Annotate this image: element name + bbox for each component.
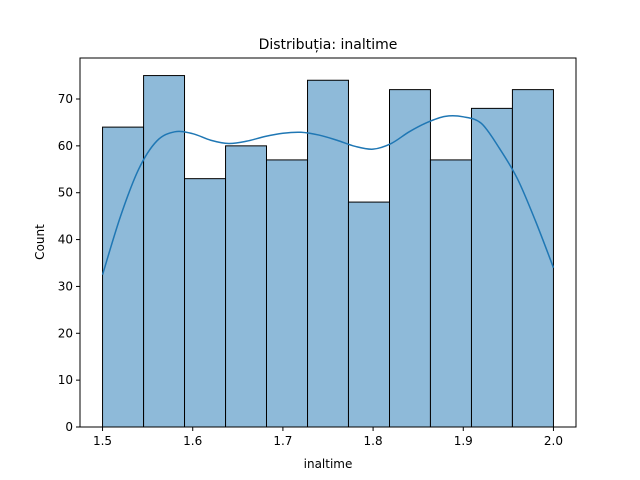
- histogram-bar: [429, 159, 472, 428]
- x-tick-label: 1.9: [454, 434, 473, 448]
- y-tick-label: 60: [58, 139, 73, 153]
- histogram-bar: [102, 126, 145, 428]
- y-axis-label: Count: [33, 224, 47, 260]
- histogram-bar: [347, 201, 391, 428]
- x-axis-label: inaltime: [304, 457, 353, 471]
- y-tick-label: 20: [58, 326, 73, 340]
- y-tick-label: 0: [65, 420, 73, 434]
- x-tick-label: 2.0: [544, 434, 563, 448]
- x-tick-label: 1.7: [273, 434, 292, 448]
- x-tick-label: 1.8: [364, 434, 383, 448]
- y-tick-label: 10: [58, 373, 73, 387]
- x-tick-label: 1.6: [183, 434, 202, 448]
- histogram-bar: [265, 159, 309, 428]
- chart-title: Distribuția: inaltime: [259, 37, 398, 53]
- plot-frame: [79, 57, 577, 428]
- histogram-bar: [470, 107, 513, 428]
- histogram-bar: [511, 89, 554, 428]
- histogram-bar: [389, 89, 431, 428]
- y-tick-label: 30: [58, 279, 73, 293]
- kde-line: [101, 115, 555, 275]
- y-tick-label: 70: [58, 92, 73, 106]
- x-tick-label: 1.5: [93, 434, 112, 448]
- y-tick-label: 50: [58, 186, 73, 200]
- histogram-bar: [184, 178, 227, 428]
- y-tick-label: 40: [58, 233, 73, 247]
- histogram-bar: [143, 75, 186, 428]
- histogram-bar: [225, 145, 267, 428]
- histogram-bar: [307, 79, 349, 428]
